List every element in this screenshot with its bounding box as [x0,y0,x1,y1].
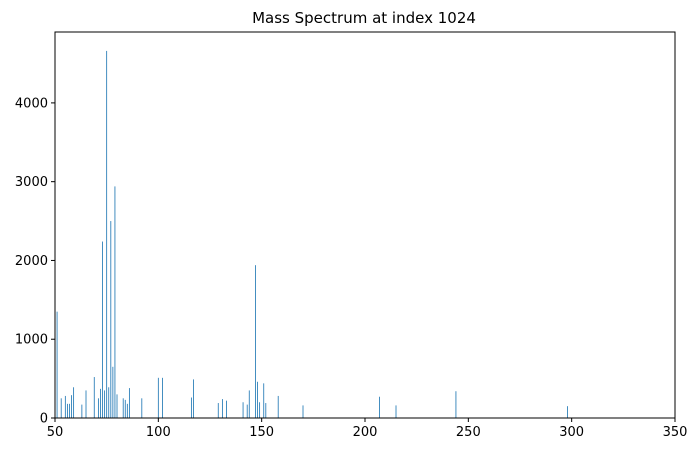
y-tick-label: 4000 [15,96,48,111]
bar-peak [379,396,380,418]
bar-peak [69,403,70,418]
bar-peak [126,403,128,418]
bar-peak [302,405,304,418]
bar-peak [248,390,250,418]
bar-peak [116,394,118,418]
bar-peak [108,387,110,418]
bar-peak [114,186,116,418]
bar-peak [277,395,279,418]
bar-peak [226,400,227,418]
x-tick-label: 200 [353,425,378,440]
bar-peak [255,265,256,418]
bar-peak [124,399,126,418]
x-tick-label: 250 [456,425,481,440]
bar-peak [64,395,66,418]
bar-peak [263,383,265,418]
chart-title: Mass Spectrum at index 1024 [252,9,476,27]
bar-peak [66,403,68,418]
bar-peak [122,398,124,418]
bar-peak [71,395,72,418]
x-tick-label: 300 [559,425,584,440]
bar-peak [112,366,114,418]
bar-peak [455,391,457,418]
bar-peak [100,388,101,418]
bar-peak [60,398,62,418]
bar-peak [81,404,83,418]
bar-peak [162,377,163,418]
bar-peak [190,397,192,418]
y-tick-label: 3000 [15,175,48,190]
x-axis: 50 100 150 200 250 300 350 [47,418,688,440]
bar-peak [193,379,194,418]
x-tick-label: 100 [146,425,171,440]
bar-peak [242,402,244,418]
x-tick-label: 50 [47,425,64,440]
bar-peak [110,221,112,418]
y-tick-label: 0 [40,412,48,427]
bar-peak [259,402,261,418]
plot-frame [54,31,676,419]
bar-peak [567,406,568,418]
bar-peak [395,405,397,418]
y-tick-label: 1000 [15,333,48,348]
bar-peak [104,390,106,418]
bar-peak [97,398,99,418]
bar-peak [221,399,223,418]
bar-peak [157,377,159,418]
y-tick-label: 2000 [15,254,48,269]
bar-peak [246,404,248,418]
x-tick-label: 150 [249,425,274,440]
bar-peak [93,377,95,418]
bar-peak [265,403,267,418]
bar-peak [102,241,103,418]
bar-peak [217,403,219,418]
bar-peak [128,388,130,418]
bar-peak [56,311,58,418]
bar-series [55,50,568,418]
bar-peak [73,387,75,418]
x-tick-label: 350 [663,425,688,440]
bar-peak [85,390,87,418]
y-axis: 0 1000 2000 3000 4000 [15,96,55,427]
bar-peak [141,398,143,418]
bar-peak [106,50,108,418]
bar-peak [257,381,258,418]
